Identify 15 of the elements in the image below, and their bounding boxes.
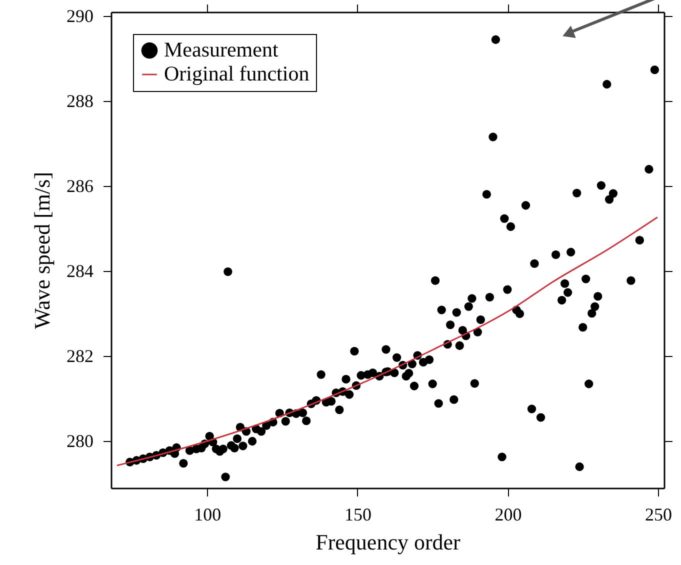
y-tick-label: 284 (66, 260, 94, 281)
legend-label: Measurement (164, 38, 278, 62)
y-tick-label: 282 (66, 346, 94, 366)
x-axis-title: Frequency order (316, 530, 462, 554)
x-tick-label: 200 (494, 504, 522, 524)
x-tick-label: 150 (344, 504, 372, 524)
y-axis-title: Wave speed [m/s] (30, 172, 54, 330)
x-tick-label: 100 (194, 504, 222, 524)
line-series (116, 216, 658, 466)
y-tick-label: 288 (66, 90, 94, 111)
y-tick-label: 290 (66, 6, 94, 26)
y-tick-label: 280 (66, 430, 94, 451)
y-tick-label: 286 (66, 176, 94, 196)
legend-label: Original function (164, 62, 310, 86)
x-tick-label: 250 (644, 504, 672, 524)
